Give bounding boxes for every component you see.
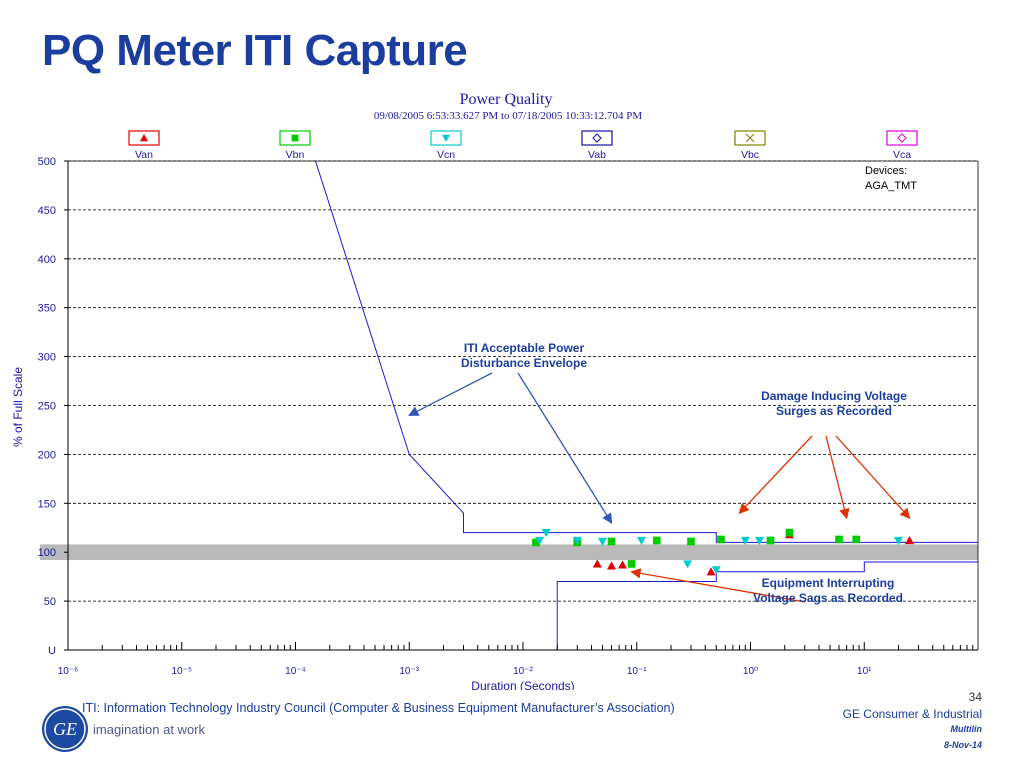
page-number: 34 [968, 690, 982, 704]
data-point-vbn [785, 528, 794, 537]
legend-label-vbn: Vbn [286, 149, 305, 161]
legend-marker-vab [592, 133, 602, 143]
y-axis-label: % of Full Scale [11, 367, 25, 447]
annotation-arrow [408, 372, 493, 416]
data-point-vcn [711, 566, 721, 575]
data-point-vcn [541, 529, 551, 538]
data-point-vcn [572, 536, 582, 545]
logo-tagline: imagination at work [93, 722, 205, 737]
y-tick-label: 50 [44, 596, 56, 608]
data-point-vbn [852, 535, 861, 544]
legend-label-vab: Vab [588, 149, 606, 161]
data-point-vbn [835, 535, 843, 544]
y-tick-label: U [48, 645, 56, 657]
legend-label-van: Van [135, 149, 153, 161]
legend-label-vca: Vca [893, 149, 911, 161]
legend-marker-vbc [745, 133, 755, 143]
ge-logo: GE [42, 706, 88, 752]
division-name: Multilin [950, 724, 983, 734]
slide-title: PQ Meter ITI Capture [42, 26, 468, 75]
data-point-van [905, 535, 915, 545]
annotation-arrow [825, 435, 850, 520]
data-point-vbn [652, 536, 661, 545]
data-point-van [592, 559, 602, 568]
annotation-text: Surges as Recorded [776, 404, 892, 418]
y-tick-label: 400 [38, 254, 56, 266]
chart-subtitle: 09/08/2005 6:53:33.627 PM to 07/18/2005 … [374, 110, 643, 122]
y-tick-label: 500 [38, 156, 56, 168]
data-point-vbn [532, 538, 540, 547]
x-tick-label: 10⁻⁶ [58, 666, 79, 677]
x-axis-label: Duration (Seconds) [471, 679, 574, 690]
data-point-vcn [755, 536, 765, 545]
data-point-vcn [893, 536, 903, 545]
data-point-van [618, 560, 628, 569]
slide-date: 8-Nov-14 [943, 740, 982, 750]
footnote: ITI: Information Technology Industry Cou… [82, 701, 675, 715]
annotation-text: Equipment Interrupting [762, 576, 895, 590]
x-tick-label: 10⁻³ [399, 666, 419, 677]
chart-title: Power Quality [460, 91, 553, 108]
x-tick-label: 10¹ [857, 666, 872, 677]
annotation-text: Disturbance Envelope [461, 356, 587, 370]
iti-chart: Power Quality 09/08/2005 6:53:33.627 PM t… [11, 91, 979, 690]
annotation-arrow [835, 435, 911, 519]
data-point-vbn [687, 537, 695, 546]
legend-label-vcn: Vcn [437, 149, 455, 161]
legend-marker-vbc-b [745, 133, 755, 143]
data-point-vcn [535, 536, 545, 545]
company-name: GE Consumer & Industrial [842, 707, 982, 721]
annotation-arrow [630, 568, 806, 603]
legend-marker-vcn [442, 134, 450, 142]
nominal-voltage-band [40, 544, 978, 561]
annotation-text: Damage Inducing Voltage [761, 389, 907, 403]
x-tick-label: 10⁻¹ [627, 666, 647, 677]
data-point-vbn [627, 560, 636, 568]
x-tick-label: 10⁰ [743, 666, 758, 677]
y-tick-label: 250 [38, 401, 56, 413]
data-point-vbn [717, 535, 725, 544]
annotation-text: Voltage Sags as Recorded [753, 591, 903, 605]
data-point-vcn [598, 537, 608, 546]
y-tick-label: 150 [38, 498, 56, 510]
data-point-vcn [636, 536, 646, 545]
devices-label: Devices: [865, 165, 907, 177]
legend-box-vab [581, 130, 613, 146]
legend-marker-van [140, 134, 148, 142]
y-tick-label: 200 [38, 449, 56, 461]
device-name: AGA_TMT [865, 180, 917, 192]
y-tick-label: 450 [38, 205, 56, 217]
data-point-van [706, 567, 716, 576]
legend-label-vbc: Vbc [741, 149, 759, 161]
annotation-arrow [517, 372, 613, 524]
legend-marker-vbn [291, 134, 299, 142]
svg-text:GE: GE [53, 719, 77, 739]
data-point-vcn [740, 536, 750, 545]
x-tick-label: 10⁻² [513, 666, 533, 677]
y-tick-label: 100 [38, 547, 56, 559]
ge-monogram-icon: GE [44, 708, 86, 750]
x-tick-label: 10⁻⁴ [285, 666, 306, 677]
data-point-vbn [607, 537, 616, 546]
x-tick-label: 10⁻⁵ [171, 666, 192, 677]
legend-box-vca [886, 130, 918, 146]
data-point-van [607, 561, 617, 570]
annotation-arrow [738, 435, 813, 515]
y-tick-label: 350 [38, 303, 56, 315]
legend-marker-vca [897, 133, 907, 143]
data-point-vbn [766, 536, 775, 545]
iti-envelope-upper [315, 160, 978, 543]
data-point-vcn [683, 560, 693, 569]
annotation-text: ITI Acceptable Power [464, 341, 585, 355]
y-tick-label: 300 [38, 352, 56, 364]
